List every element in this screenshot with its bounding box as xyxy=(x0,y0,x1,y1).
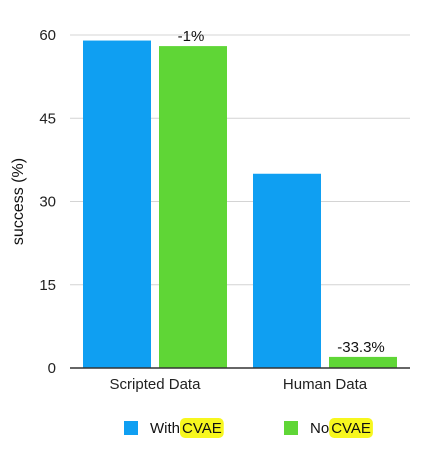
legend-swatch xyxy=(124,421,138,435)
bar-0-1 xyxy=(253,173,321,368)
x-axis-categories: Scripted Data Human Data xyxy=(110,376,368,393)
legend-label-prefix: With xyxy=(150,420,180,437)
legend-highlight xyxy=(180,418,224,438)
y-axis-label: success (%) xyxy=(10,158,27,245)
legend-swatch xyxy=(284,421,298,435)
y-axis-ticks: 0 15 30 45 60 xyxy=(39,27,56,377)
bar-1-0 xyxy=(159,46,227,368)
x-category-label: Human Data xyxy=(283,376,368,393)
y-tick-label: 45 xyxy=(39,110,56,127)
legend-highlight xyxy=(329,418,373,438)
bar-0-0 xyxy=(83,40,151,369)
y-tick-label: 60 xyxy=(39,27,56,44)
data-labels: -1% -33.3% xyxy=(178,28,385,356)
legend: With CVAE No CVAE xyxy=(124,418,373,438)
legend-label-highlight: CVAE xyxy=(331,420,371,437)
data-label: -1% xyxy=(178,28,205,45)
legend-item: With CVAE xyxy=(124,418,224,438)
x-category-label: Scripted Data xyxy=(110,376,202,393)
data-label: -33.3% xyxy=(337,339,385,356)
legend-item: No CVAE xyxy=(284,418,373,438)
bar-1-1 xyxy=(329,356,397,368)
y-tick-label: 0 xyxy=(48,360,56,377)
legend-label-highlight: CVAE xyxy=(182,420,222,437)
y-tick-label: 15 xyxy=(39,277,56,294)
legend-label-prefix: No xyxy=(310,420,329,437)
y-tick-label: 30 xyxy=(39,194,56,211)
bars xyxy=(83,40,397,369)
